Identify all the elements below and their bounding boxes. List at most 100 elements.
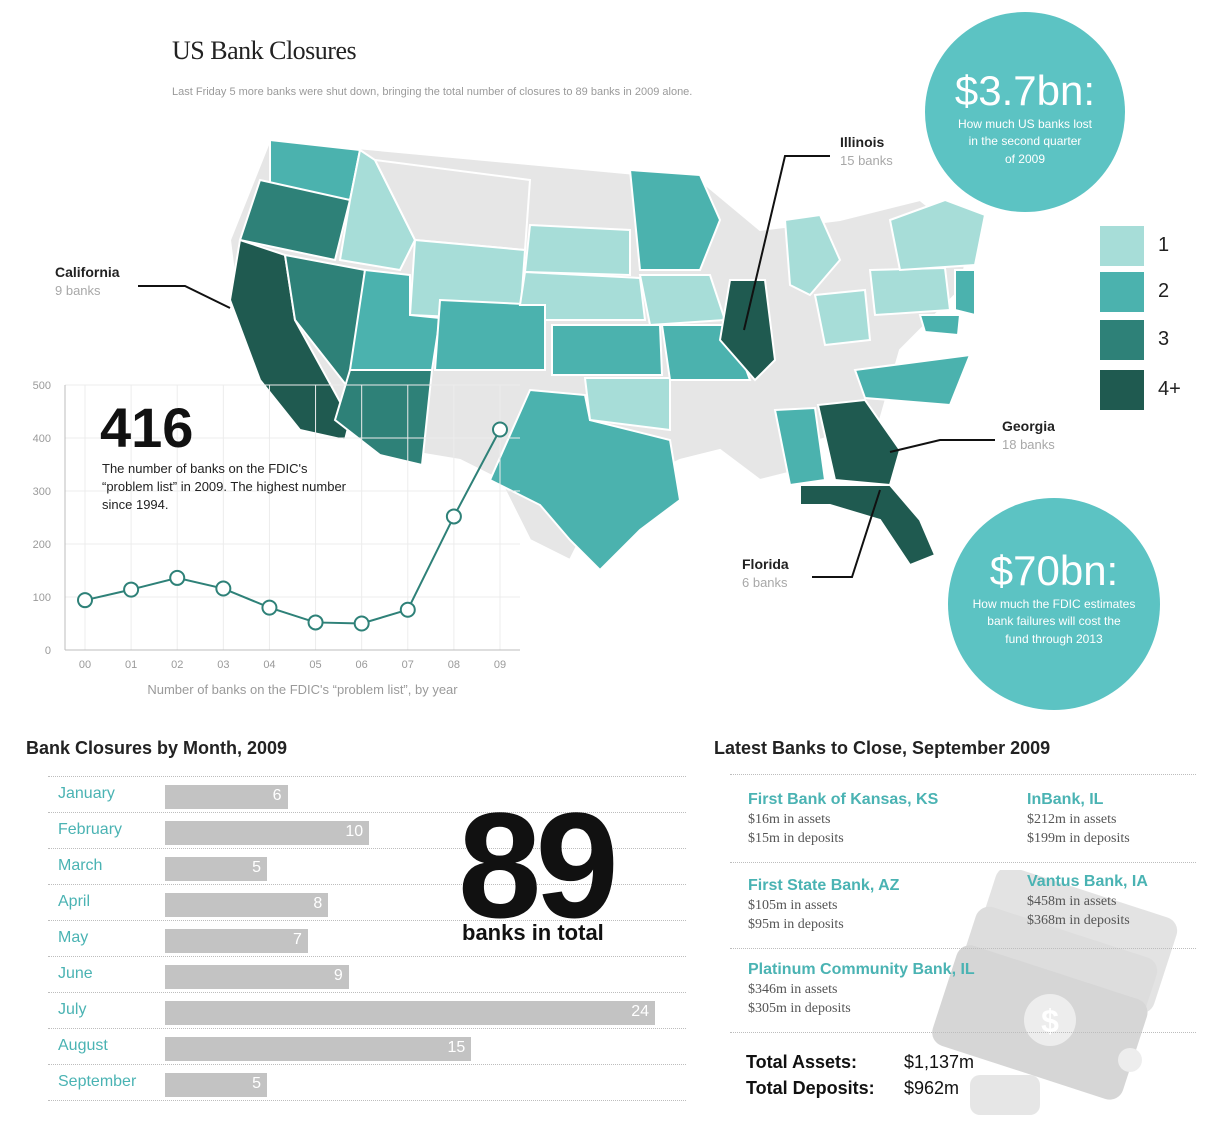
callout-line-illinois [743, 155, 830, 331]
month-bar-value: 8 [313, 895, 323, 912]
state-name: Illinois [840, 134, 885, 150]
monthly-title: Bank Closures by Month, 2009 [26, 738, 288, 758]
month-label: May [58, 929, 89, 946]
callout-lines [138, 155, 995, 578]
month-bar-value: 9 [333, 967, 343, 984]
state-illinois [718, 279, 777, 382]
state-maryland [918, 314, 962, 337]
month-row: January 6 [48, 776, 686, 813]
loss-value: $3.7bn: [954, 67, 1096, 114]
cost-value: $70bn: [989, 547, 1119, 594]
bank-deposits: $95m in deposits [748, 917, 844, 932]
legend-item: 4+ [1100, 370, 1206, 410]
bank-assets: $16m in assets [748, 812, 831, 827]
latest-divider [730, 948, 1196, 949]
legend-swatch [1100, 320, 1144, 360]
data-point [123, 581, 140, 598]
state-kansas [551, 324, 664, 376]
legend-swatch [1100, 370, 1144, 410]
dollar-bills-icon: $ [932, 870, 1178, 1115]
page-title: US Bank Closures [172, 36, 357, 65]
callout-line-florida [812, 489, 881, 578]
series-line [84, 429, 501, 625]
y-tick-label: 400 [33, 433, 51, 445]
data-point [399, 601, 416, 618]
us-map [228, 138, 987, 572]
state-detail: 6 banks [742, 575, 788, 590]
state-minnesota [628, 168, 722, 271]
month-row: May 7 [48, 920, 686, 957]
month-bar-value: 6 [272, 787, 282, 804]
month-bar: 24 [165, 1001, 655, 1025]
legend-label: 3 [1158, 328, 1170, 350]
state-michigan [783, 213, 842, 297]
cost-desc-line: How much the FDIC estimates [972, 597, 1136, 611]
month-label: September [58, 1073, 137, 1090]
cost-desc-line: bank failures will cost the [987, 614, 1121, 629]
x-tick-label: 04 [263, 659, 275, 671]
data-point [353, 615, 370, 632]
data-point [215, 580, 232, 597]
month-bar-value: 5 [252, 859, 262, 876]
month-label: January [58, 785, 115, 802]
bank-assets: $105m in assets [748, 898, 838, 913]
bank-deposits: $15m in deposits [748, 831, 844, 846]
state-colorado [433, 298, 546, 371]
legend-label: 2 [1158, 280, 1170, 302]
bank-name: Platinum Community Bank, IL [748, 961, 975, 978]
month-label: February [58, 821, 123, 838]
bank-item: First State Bank, AZ $105m in assets $95… [748, 877, 899, 933]
problem-list-chart: 0 100 200 300 400 500 00 01 02 03 04 05 06 07 08 09 Numb… [33, 380, 520, 697]
total-deposits-value: $962m [904, 1078, 960, 1098]
label-california: California 9 banks [55, 264, 120, 298]
state-detail: 18 banks [1002, 437, 1055, 452]
bank-item: Platinum Community Bank, IL $346m in ass… [748, 961, 975, 1017]
month-row: June 9 [48, 956, 686, 993]
page-subtitle: Last Friday 5 more banks were shut down,… [172, 86, 693, 98]
month-row: July 24 [48, 992, 686, 1029]
total-closures-label: banks in total [462, 920, 604, 945]
y-tick-label: 500 [33, 380, 51, 392]
state-name: Georgia [1002, 418, 1055, 434]
month-bar: 7 [165, 929, 308, 953]
data-point [77, 592, 93, 609]
month-label: April [58, 893, 91, 910]
x-tick-label: 03 [217, 659, 229, 671]
cost-desc: How much the FDIC estimates bank failure… [948, 596, 1160, 648]
bank-deposits: $305m in deposits [748, 1001, 851, 1016]
legend-label: 1 [1158, 234, 1170, 256]
month-bar-value: 15 [447, 1039, 466, 1056]
total-deposits-label: Total Deposits: [746, 1078, 875, 1098]
loss-desc-line: How much US banks lost [957, 117, 1093, 131]
cost-callout: $70bn: How much the FDIC estimates bank … [948, 498, 1160, 710]
month-row: February 10 [48, 812, 686, 849]
svg-text:$: $ [1041, 1003, 1059, 1039]
callout-line-california [138, 285, 231, 309]
legend-item: 3 [1100, 320, 1206, 360]
loss-desc: How much US banks lost in the second qua… [925, 116, 1125, 168]
label-illinois: Illinois 15 banks [840, 134, 893, 168]
x-tick-label: 00 [79, 659, 91, 671]
x-tick-label: 01 [125, 659, 137, 671]
bank-assets: $458m in assets [1027, 894, 1117, 909]
bank-name: InBank, IL [1027, 791, 1104, 808]
latest-divider [730, 862, 1196, 863]
bank-item: InBank, IL $212m in assets $199m in depo… [1027, 791, 1130, 847]
state-oregon [238, 178, 352, 262]
bank-deposits: $199m in deposits [1027, 831, 1130, 846]
state-name: Florida [742, 556, 789, 572]
legend-label: 4+ [1158, 378, 1181, 400]
total-assets-value: $1,137m [904, 1052, 975, 1072]
cost-desc-line: fund through 2013 [1005, 631, 1103, 646]
latest-divider [730, 774, 1196, 775]
state-name: California [55, 264, 120, 280]
y-tick-label: 200 [33, 539, 51, 551]
month-label: March [58, 857, 103, 874]
bank-item: Vantus Bank, IA $458m in assets $368m in… [1027, 873, 1148, 929]
problem-list-headline: 416 [100, 396, 194, 459]
data-point [307, 614, 324, 631]
month-bar-value: 24 [631, 1003, 649, 1020]
month-row: August 15 [48, 1028, 686, 1065]
month-bar-value: 7 [293, 931, 302, 948]
latest-divider [730, 1032, 1196, 1033]
